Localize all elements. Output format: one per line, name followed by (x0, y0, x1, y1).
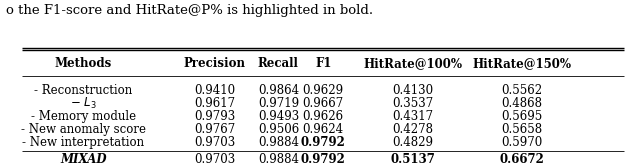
Text: 0.9864: 0.9864 (258, 84, 299, 97)
Text: 0.5562: 0.5562 (501, 84, 542, 97)
Text: 0.4278: 0.4278 (392, 123, 433, 136)
Text: 0.9703: 0.9703 (194, 153, 235, 164)
Text: 0.4868: 0.4868 (501, 97, 542, 110)
Text: 0.9719: 0.9719 (258, 97, 299, 110)
Text: 0.9667: 0.9667 (303, 97, 344, 110)
Text: 0.9629: 0.9629 (303, 84, 344, 97)
Text: 0.5658: 0.5658 (501, 123, 542, 136)
Text: - New anomaly score: - New anomaly score (20, 123, 146, 136)
Text: 0.5137: 0.5137 (390, 153, 435, 164)
Text: - Memory module: - Memory module (31, 110, 136, 123)
Text: 0.4829: 0.4829 (392, 136, 433, 149)
Text: F1: F1 (315, 57, 332, 70)
Text: o the F1-score and HitRate@P% is highlighted in bold.: o the F1-score and HitRate@P% is highlig… (6, 4, 374, 17)
Text: 0.9884: 0.9884 (258, 136, 299, 149)
Text: 0.9792: 0.9792 (301, 153, 346, 164)
Text: 0.9506: 0.9506 (258, 123, 299, 136)
Text: Recall: Recall (258, 57, 299, 70)
Text: 0.9703: 0.9703 (194, 136, 235, 149)
Text: - Reconstruction: - Reconstruction (34, 84, 132, 97)
Text: 0.9493: 0.9493 (258, 110, 299, 123)
Text: HitRate@100%: HitRate@100% (364, 57, 462, 70)
Text: HitRate@150%: HitRate@150% (472, 57, 571, 70)
Text: 0.9624: 0.9624 (303, 123, 344, 136)
Text: 0.5695: 0.5695 (501, 110, 542, 123)
Text: 0.9626: 0.9626 (303, 110, 344, 123)
Text: 0.9792: 0.9792 (301, 136, 346, 149)
Text: - New interpretation: - New interpretation (22, 136, 144, 149)
Text: 0.4130: 0.4130 (392, 84, 433, 97)
Text: Precision: Precision (184, 57, 245, 70)
Text: MIXAD: MIXAD (60, 153, 106, 164)
Text: Methods: Methods (54, 57, 112, 70)
Text: 0.9410: 0.9410 (194, 84, 235, 97)
Text: 0.9793: 0.9793 (194, 110, 235, 123)
Text: 0.3537: 0.3537 (392, 97, 433, 110)
Text: $-\ L_3$: $-\ L_3$ (70, 96, 97, 111)
Text: 0.9884: 0.9884 (258, 153, 299, 164)
Text: 0.9617: 0.9617 (194, 97, 235, 110)
Text: 0.4317: 0.4317 (392, 110, 433, 123)
Text: 0.5970: 0.5970 (501, 136, 542, 149)
Text: 0.6672: 0.6672 (499, 153, 544, 164)
Text: 0.9767: 0.9767 (194, 123, 235, 136)
